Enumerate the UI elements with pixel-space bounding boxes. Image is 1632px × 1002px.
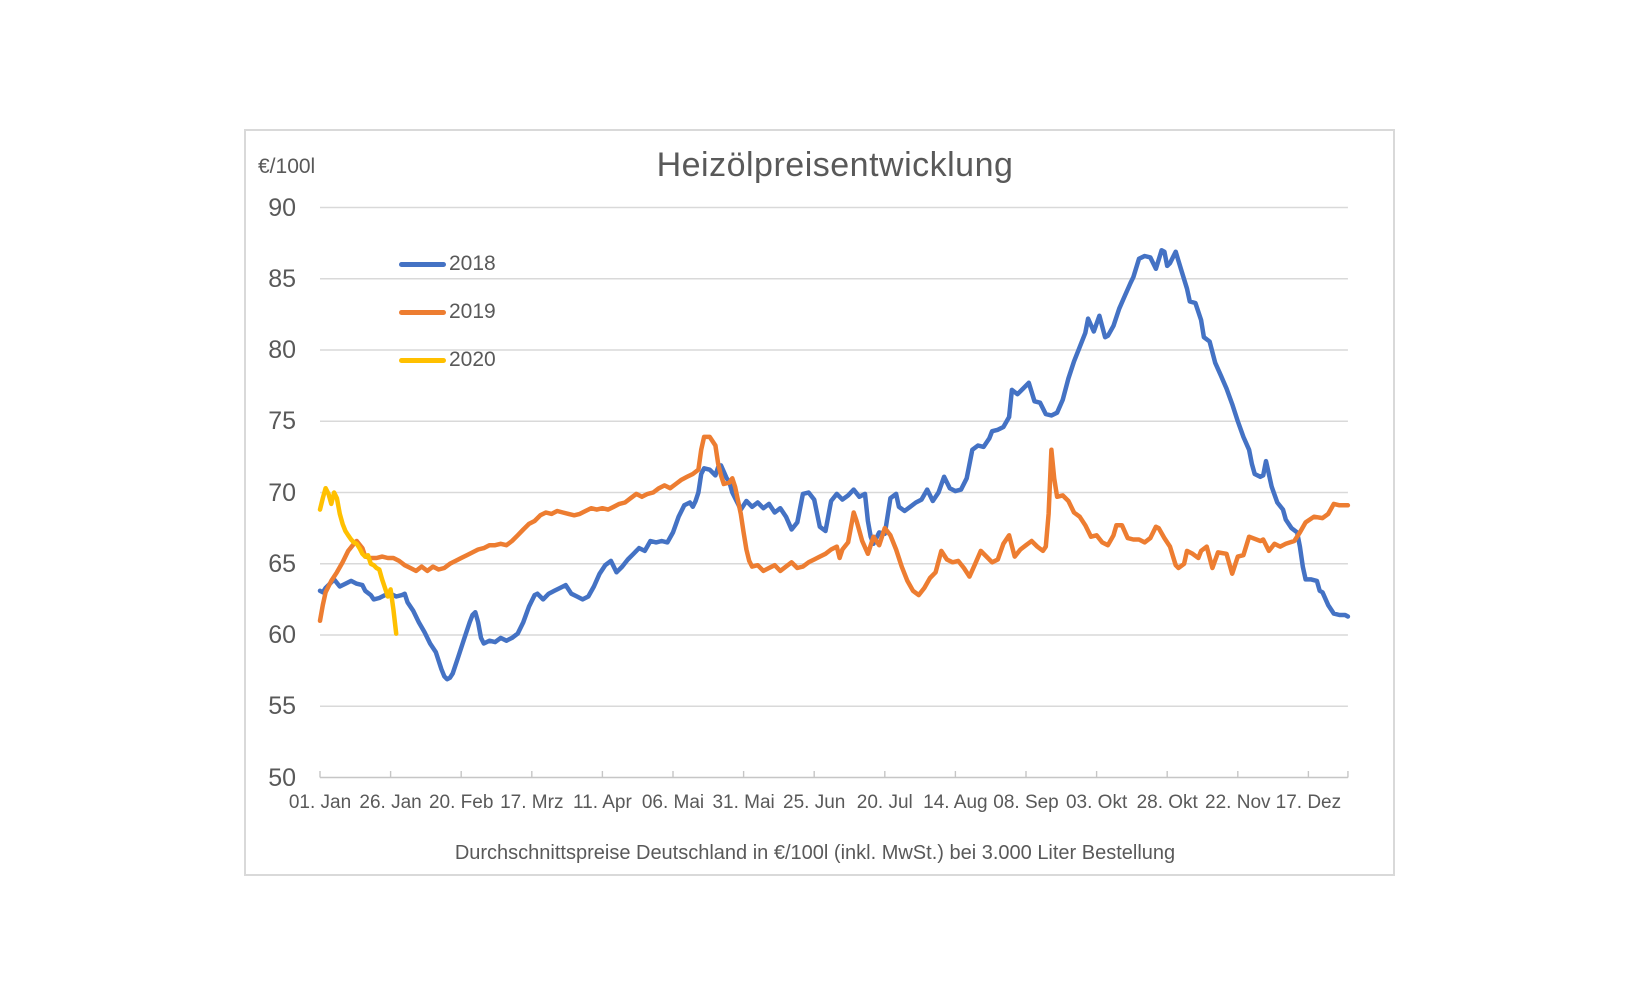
x-tick-label-06-Mai: 06. Mai: [641, 792, 705, 813]
x-tick-label-28-Okt: 28. Okt: [1136, 792, 1198, 813]
y-tick-label-75: 75: [268, 407, 296, 436]
x-tick-label-17-Mrz: 17. Mrz: [500, 792, 564, 813]
chart-title: Heizölpreisentwicklung: [656, 146, 1014, 184]
y-tick-label-80: 80: [268, 336, 296, 364]
x-tick-label-17-Dez: 17. Dez: [1275, 792, 1342, 813]
legend-label-2019: 2019: [449, 300, 496, 323]
legend-line-swatch-2018: [399, 261, 446, 267]
chart-container: [244, 129, 1395, 876]
legend-line-swatch-2020: [399, 357, 446, 363]
chart-legend: 2018 2019 2020: [399, 240, 496, 384]
x-tick-label-03-Okt: 03. Okt: [1065, 792, 1128, 813]
x-tick-label-20-Feb: 20. Feb: [428, 792, 494, 813]
y-tick-label-50: 50: [268, 763, 296, 792]
series-line-2020: [317, 485, 399, 636]
y-tick-label-70: 70: [268, 478, 296, 507]
y-tick-label-55: 55: [268, 692, 296, 721]
x-tick-label-11-Apr: 11. Apr: [572, 792, 632, 813]
y-axis-title: €/100l: [258, 155, 316, 178]
x-tick-label-22-Nov: 22. Nov: [1205, 792, 1271, 813]
x-tick-label-14-Aug: 14. Aug: [923, 792, 988, 813]
legend-label-2020: 2020: [449, 348, 496, 371]
x-tick-label-26-Jan: 26. Jan: [359, 792, 422, 813]
x-tick-label-31-Mai: 31. Mai: [712, 792, 775, 813]
legend-line-swatch-2019: [399, 309, 446, 315]
x-tick-label-01-Jan: 01. Jan: [288, 792, 352, 813]
legend-label-2018: 2018: [449, 252, 496, 275]
legend-item-2018: 2018: [399, 240, 496, 288]
y-tick-label-85: 85: [268, 264, 296, 293]
series-line-2019: [317, 434, 1351, 624]
legend-item-2019: 2019: [399, 288, 496, 336]
y-tick-label-90: 90: [268, 193, 296, 222]
x-tick-label-08-Sep: 08. Sep: [993, 792, 1059, 813]
x-tick-label-20-Jul: 20. Jul: [856, 792, 913, 813]
y-tick-label-60: 60: [268, 621, 296, 649]
chart-caption: Durchschnittspreise Deutschland in €/100…: [454, 842, 1176, 864]
legend-item-2020: 2020: [399, 336, 496, 384]
series-line-2018: [317, 248, 1351, 682]
y-tick-label-65: 65: [268, 549, 296, 578]
x-tick-label-25-Jun: 25. Jun: [783, 792, 846, 813]
